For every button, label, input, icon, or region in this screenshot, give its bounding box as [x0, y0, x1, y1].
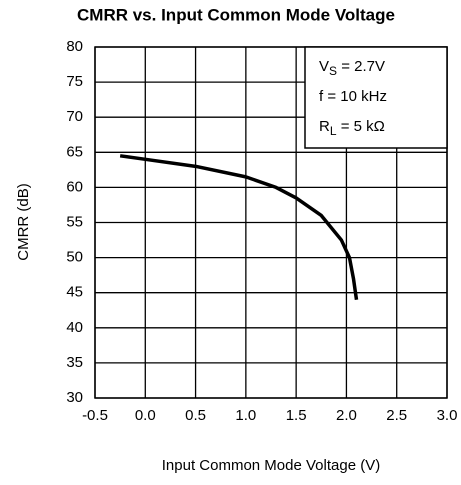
x-tick-label: 0.0 — [135, 407, 156, 424]
y-tick-label: 60 — [66, 178, 83, 195]
x-tick-label: 2.5 — [386, 407, 407, 424]
y-tick-label: 45 — [66, 284, 83, 301]
x-tick-label: 1.0 — [235, 407, 256, 424]
x-tick-label: 1.5 — [286, 407, 307, 424]
y-tick-label: 50 — [66, 249, 83, 266]
x-tick-label: -0.5 — [82, 407, 108, 424]
plot-frame — [94, 46, 448, 399]
annotation-text: R — [319, 118, 330, 135]
y-tick-label: 75 — [66, 73, 83, 90]
y-tick-label: 35 — [66, 354, 83, 371]
annotation-text: = 5 kΩ — [337, 118, 385, 135]
annotation-subscript: L — [330, 124, 337, 138]
annotation-text: = 2.7V — [337, 58, 385, 75]
x-tick-label: 2.0 — [336, 407, 357, 424]
x-tick-label: 0.5 — [185, 407, 206, 424]
annotation-subscript: S — [329, 64, 337, 78]
line-series — [119, 154, 359, 300]
annotation: RL = 5 kΩ — [319, 118, 385, 138]
y-tick-label: 80 — [66, 38, 83, 55]
annotation-text: V — [319, 58, 329, 75]
annotation: VS = 2.7V — [319, 58, 385, 78]
annotation: f = 10 kHz — [319, 88, 387, 105]
y-tick-label: 55 — [66, 213, 83, 230]
y-axis-label: CMRR (dB) — [15, 183, 32, 261]
annotation-box — [304, 46, 448, 149]
annotation-text: f = 10 kHz — [319, 88, 387, 105]
y-tick-label: 30 — [66, 389, 83, 406]
y-tick-label: 65 — [66, 143, 83, 160]
chart-title: CMRR vs. Input Common Mode Voltage — [77, 5, 395, 24]
y-tick-label: 70 — [66, 108, 83, 125]
y-tick-label: 40 — [66, 319, 83, 336]
x-tick-label: 3.0 — [437, 407, 458, 424]
x-axis-label: Input Common Mode Voltage (V) — [162, 457, 380, 474]
